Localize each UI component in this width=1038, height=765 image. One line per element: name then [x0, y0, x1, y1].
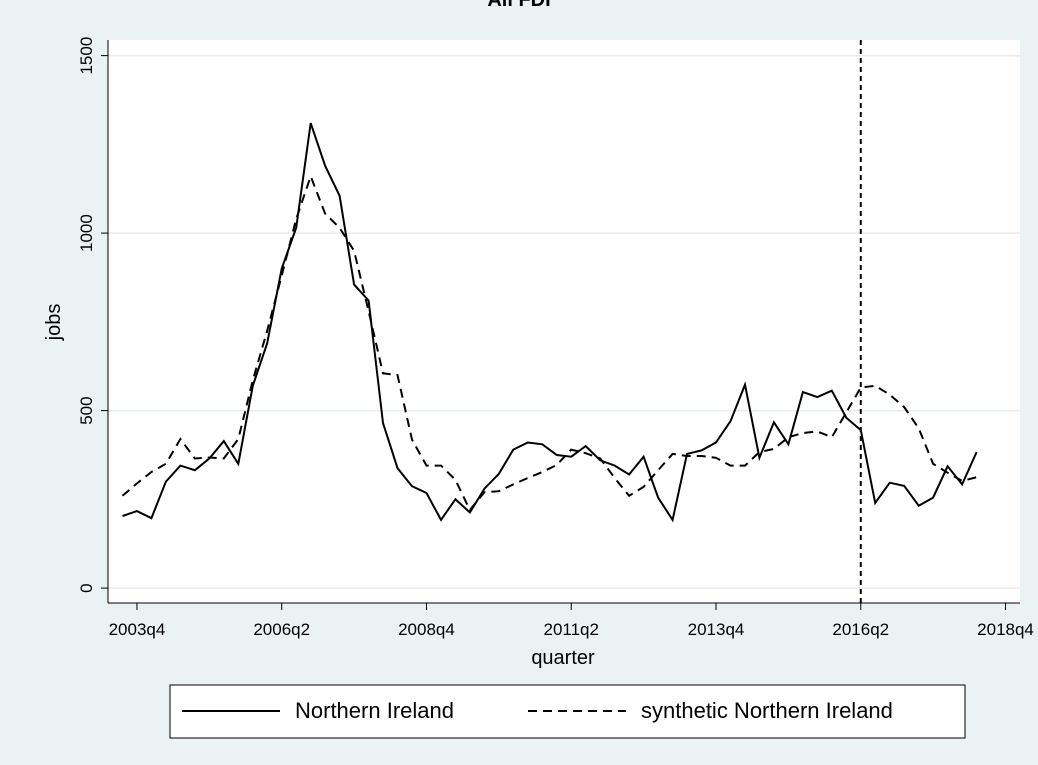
y-axis-label: jobs [43, 304, 65, 342]
series-line [122, 122, 978, 523]
y-tick-label: 500 [77, 396, 96, 424]
x-axis-label: quarter [531, 647, 595, 669]
x-tick-label: 2006q2 [253, 620, 310, 639]
series-line [121, 173, 977, 512]
legend-label: Northern Ireland [295, 698, 454, 723]
y-tick-label: 1000 [77, 214, 96, 252]
legend-items: Northern Ireland synthetic Northern Irela… [182, 698, 893, 723]
legend-label: synthetic Northern Ireland [641, 698, 893, 723]
y-tick-label: 0 [77, 583, 96, 592]
x-tick-label: 2013q4 [688, 620, 745, 639]
x-tick-label: 2003q4 [109, 620, 166, 639]
x-tick-label: 2011q2 [544, 620, 599, 639]
plot-area [108, 40, 1020, 603]
x-tick-label: 2018q4 [977, 620, 1034, 639]
x-tick-label: 2008q4 [398, 620, 455, 639]
x-tick-label: 2016q2 [832, 620, 889, 639]
y-tick-label: 1500 [77, 37, 96, 75]
chart-title: All FDI [487, 0, 550, 11]
legend [169, 684, 966, 739]
